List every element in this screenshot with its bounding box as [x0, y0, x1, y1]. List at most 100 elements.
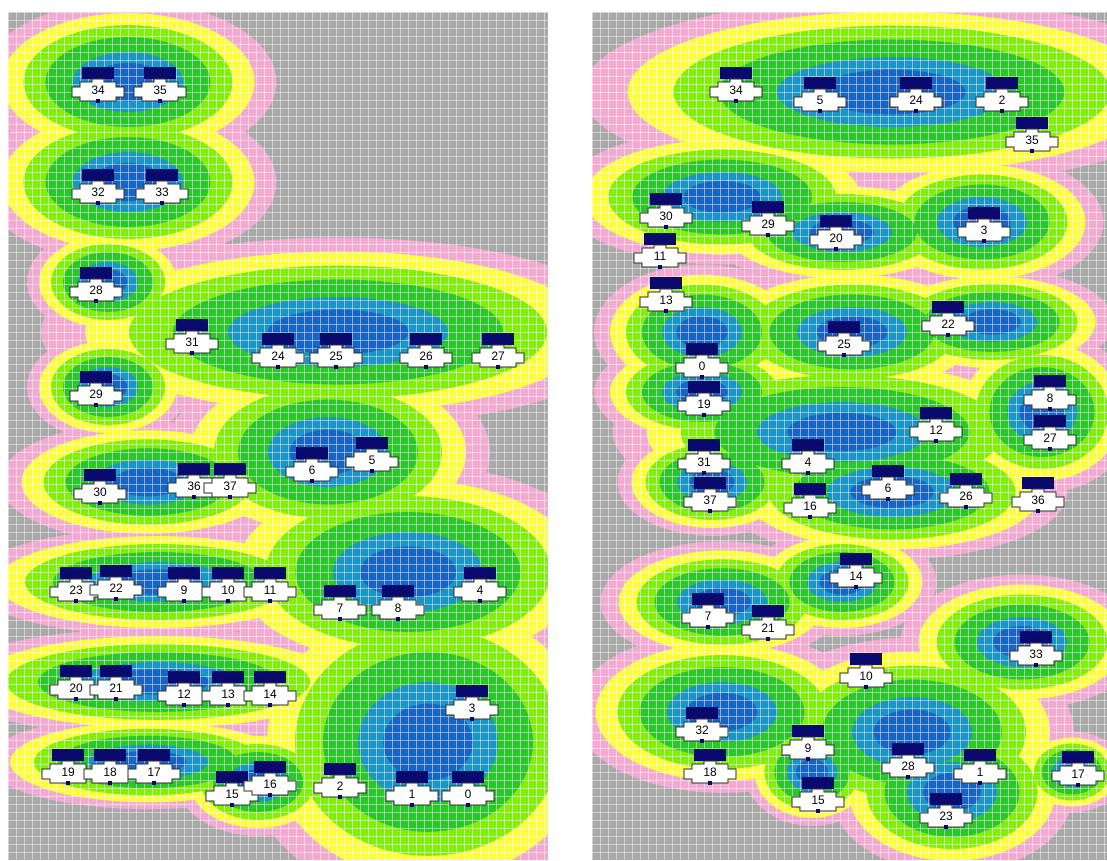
unit-marker-28[interactable]: 28	[880, 743, 936, 779]
unit-marker-11[interactable]: 11	[242, 567, 298, 603]
unit-core	[930, 793, 962, 805]
unit-marker-5[interactable]: 5	[344, 437, 400, 473]
unit-marker-16[interactable]: 16	[242, 761, 298, 797]
unit-core	[850, 653, 882, 665]
unit-marker-8[interactable]: 8	[1022, 375, 1078, 411]
unit-core	[212, 567, 244, 579]
unit-marker-4[interactable]: 4	[780, 439, 836, 475]
unit-marker-16[interactable]: 16	[782, 483, 838, 519]
unit-marker-37[interactable]: 37	[202, 463, 258, 499]
unit-core	[464, 567, 496, 579]
unit-core	[60, 567, 92, 579]
left-influence-map	[8, 12, 548, 860]
unit-core	[932, 301, 964, 313]
unit-core	[920, 407, 952, 419]
unit-marker-31[interactable]: 31	[676, 439, 732, 475]
unit-core	[1034, 415, 1066, 427]
unit-marker-14[interactable]: 14	[828, 553, 884, 589]
unit-core	[828, 321, 860, 333]
unit-marker-1[interactable]: 1	[952, 749, 1008, 785]
unit-core	[986, 77, 1018, 89]
unit-marker-25[interactable]: 25	[308, 333, 364, 369]
unit-marker-4[interactable]: 4	[452, 567, 508, 603]
unit-marker-3[interactable]: 3	[444, 685, 500, 721]
unit-marker-27[interactable]: 27	[1022, 415, 1078, 451]
unit-core	[100, 565, 132, 577]
unit-marker-26[interactable]: 26	[398, 333, 454, 369]
unit-core	[320, 333, 352, 345]
unit-marker-35[interactable]: 35	[1004, 117, 1060, 153]
unit-marker-6[interactable]: 6	[860, 465, 916, 501]
unit-marker-15[interactable]: 15	[790, 777, 846, 813]
unit-marker-37[interactable]: 37	[682, 477, 738, 513]
unit-marker-29[interactable]: 29	[740, 201, 796, 237]
unit-marker-36[interactable]: 36	[1010, 477, 1066, 513]
unit-marker-14[interactable]: 14	[242, 671, 298, 707]
unit-core	[1034, 375, 1066, 387]
unit-core	[802, 777, 834, 789]
unit-marker-35[interactable]: 35	[132, 67, 188, 103]
unit-marker-10[interactable]: 10	[838, 653, 894, 689]
unit-marker-5[interactable]: 5	[792, 77, 848, 113]
unit-marker-11[interactable]: 11	[632, 233, 688, 269]
unit-core	[296, 447, 328, 459]
unit-marker-20[interactable]: 20	[808, 215, 864, 251]
unit-marker-21[interactable]: 21	[88, 665, 144, 701]
unit-core	[324, 763, 356, 775]
unit-core	[694, 749, 726, 761]
unit-core	[792, 725, 824, 737]
unit-marker-24[interactable]: 24	[250, 333, 306, 369]
unit-core	[324, 585, 356, 597]
unit-marker-17[interactable]: 17	[1050, 751, 1106, 787]
unit-marker-26[interactable]: 26	[938, 473, 994, 509]
unit-core	[840, 553, 872, 565]
unit-marker-33[interactable]: 33	[134, 169, 190, 205]
left-heatmap-panel: 34 35 32 33 28 31 24 25 26 27 29 6 5 30 36 37 23 22 9 10 11 7…	[8, 12, 548, 860]
unit-marker-8[interactable]: 8	[370, 585, 426, 621]
unit-marker-2[interactable]: 2	[312, 763, 368, 799]
unit-marker-34[interactable]: 34	[70, 67, 126, 103]
unit-marker-9[interactable]: 9	[780, 725, 836, 761]
unit-core	[82, 67, 114, 79]
unit-core	[168, 671, 200, 683]
unit-marker-7[interactable]: 7	[312, 585, 368, 621]
unit-marker-24[interactable]: 24	[888, 77, 944, 113]
unit-core	[138, 749, 170, 761]
unit-marker-32[interactable]: 32	[674, 707, 730, 743]
unit-marker-1[interactable]: 1	[384, 771, 440, 807]
unit-marker-12[interactable]: 12	[908, 407, 964, 443]
unit-marker-0[interactable]: 0	[440, 771, 496, 807]
unit-marker-0[interactable]: 0	[674, 343, 730, 379]
unit-marker-30[interactable]: 30	[72, 469, 128, 505]
unit-marker-29[interactable]: 29	[68, 371, 124, 407]
unit-marker-27[interactable]: 27	[470, 333, 526, 369]
unit-marker-3[interactable]: 3	[956, 207, 1012, 243]
unit-marker-22[interactable]: 22	[920, 301, 976, 337]
unit-marker-17[interactable]: 17	[126, 749, 182, 785]
unit-marker-6[interactable]: 6	[284, 447, 340, 483]
unit-marker-31[interactable]: 31	[164, 319, 220, 355]
unit-marker-34[interactable]: 34	[708, 67, 764, 103]
unit-core	[94, 749, 126, 761]
unit-marker-32[interactable]: 32	[70, 169, 126, 205]
unit-core	[692, 593, 724, 605]
unit-marker-2[interactable]: 2	[974, 77, 1030, 113]
unit-marker-18[interactable]: 18	[682, 749, 738, 785]
unit-core	[410, 333, 442, 345]
unit-core	[52, 749, 84, 761]
unit-marker-7[interactable]: 7	[680, 593, 736, 629]
unit-marker-13[interactable]: 13	[638, 277, 694, 313]
unit-marker-28[interactable]: 28	[68, 267, 124, 303]
unit-core	[644, 233, 676, 245]
unit-marker-21[interactable]: 21	[740, 605, 796, 641]
unit-marker-33[interactable]: 33	[1008, 631, 1064, 667]
unit-marker-30[interactable]: 30	[638, 193, 694, 229]
unit-marker-19[interactable]: 19	[676, 381, 732, 417]
unit-marker-25[interactable]: 25	[816, 321, 872, 357]
unit-marker-23[interactable]: 23	[918, 793, 974, 829]
unit-core	[356, 437, 388, 449]
unit-marker-22[interactable]: 22	[88, 565, 144, 601]
unit-core	[1022, 477, 1054, 489]
unit-core	[176, 319, 208, 331]
unit-core	[396, 771, 428, 783]
